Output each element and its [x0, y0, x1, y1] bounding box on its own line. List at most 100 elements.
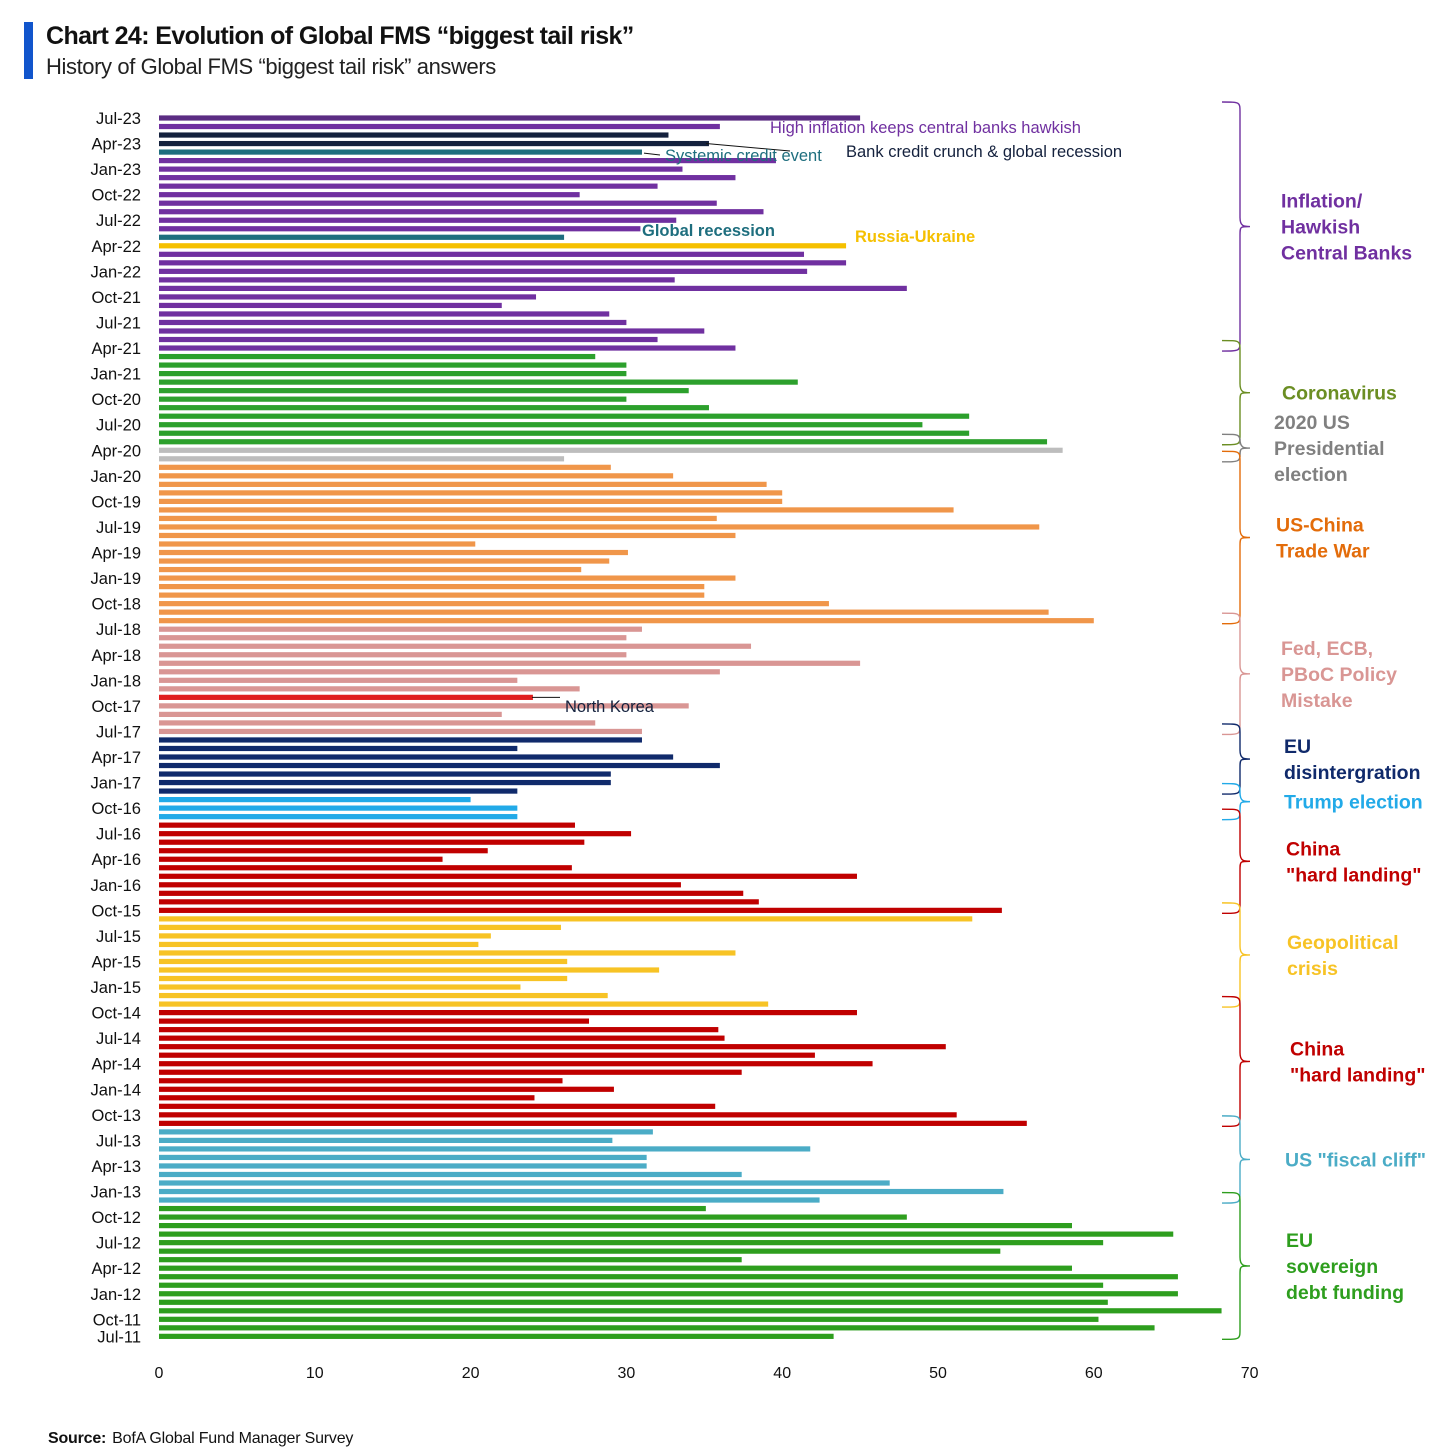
bar-nov-12 — [159, 1205, 706, 1212]
bar-aug-15 — [159, 924, 561, 930]
bar-jul-12 — [159, 1240, 1104, 1246]
bar-may-13 — [159, 1154, 647, 1161]
bar-jan-20 — [159, 473, 674, 479]
regime-brace — [1221, 995, 1251, 1128]
y-tick-label: Oct-20 — [91, 391, 141, 409]
bar-feb-23 — [159, 158, 776, 164]
y-tick-label: Apr-23 — [91, 136, 141, 154]
regime-label: China — [1290, 1038, 1344, 1060]
regime-brace — [1221, 101, 1251, 352]
x-tick-label: 50 — [929, 1365, 947, 1382]
bar-sep-15 — [159, 916, 973, 922]
bar-mar-12 — [159, 1274, 1178, 1280]
regime-label: "hard landing" — [1290, 1064, 1426, 1086]
bar-jan-15 — [159, 984, 521, 990]
regime-label: Fed, ECB, — [1281, 638, 1373, 660]
bar-aug-16 — [159, 822, 575, 828]
bar-jul-21 — [159, 319, 627, 326]
regime-brace — [1221, 808, 1251, 915]
bar-mar-14 — [159, 1069, 742, 1075]
regime-brace — [1221, 1191, 1251, 1341]
bar-oct-12 — [159, 1214, 907, 1220]
y-tick-label: Jan-18 — [91, 672, 141, 690]
annotation-leader — [643, 152, 661, 156]
y-tick-label: Oct-16 — [91, 800, 141, 818]
bar-jul-17 — [159, 728, 642, 735]
regime-brace — [1221, 433, 1251, 463]
bar-jul-18 — [159, 626, 642, 632]
bar-aug-12 — [159, 1231, 1174, 1237]
bar-may-19 — [159, 541, 476, 547]
regime-label: disintergration — [1284, 762, 1421, 784]
bar-mar-23 — [159, 149, 642, 155]
regime-label: "hard landing" — [1286, 864, 1422, 886]
bar-oct-20 — [159, 396, 627, 402]
y-tick-label: Jul-19 — [96, 519, 141, 537]
bar-feb-21 — [159, 362, 627, 368]
bar-sep-14 — [159, 1018, 590, 1024]
x-tick-label: 40 — [773, 1365, 791, 1382]
y-tick-label: Apr-14 — [91, 1056, 141, 1074]
bar-may-21 — [159, 336, 658, 343]
source-note: Source: BofA Global Fund Manager Survey — [48, 1430, 353, 1448]
y-tick-label: Oct-15 — [91, 902, 141, 920]
x-tick-label: 10 — [306, 1365, 324, 1382]
bar-jun-12 — [159, 1248, 1001, 1254]
bar-dec-11 — [159, 1299, 1108, 1305]
bar-jul-14 — [159, 1035, 725, 1041]
bar-nov-11 — [159, 1308, 1222, 1314]
bar-nov-19 — [159, 490, 783, 496]
bar-may-14 — [159, 1052, 815, 1058]
bar-oct-18 — [159, 601, 829, 607]
regime-label: crisis — [1287, 958, 1338, 980]
bar-nov-21 — [159, 285, 907, 291]
y-tick-label: Oct-21 — [91, 289, 141, 307]
regime-label: US "fiscal cliff" — [1285, 1149, 1426, 1171]
bar-jul-16 — [159, 831, 632, 837]
y-tick-label: Jul-23 — [96, 110, 141, 128]
regime-brace — [1221, 902, 1251, 1008]
regime-label: US-China — [1276, 515, 1364, 537]
y-tick-label: Apr-15 — [91, 953, 141, 971]
bar-may-16 — [159, 848, 488, 854]
bar-mar-18 — [159, 660, 861, 666]
bar-apr-18 — [159, 652, 627, 658]
bar-mar-22 — [159, 251, 805, 257]
y-tick-label: Jan-21 — [91, 366, 141, 384]
regime-label: 2020 US — [1274, 412, 1350, 434]
annotation-label: Global recession — [642, 222, 775, 240]
bar-jan-18 — [159, 677, 518, 683]
regime-label: sovereign — [1286, 1256, 1378, 1278]
bar-jan-22 — [159, 268, 808, 274]
bar-nov-13 — [159, 1103, 716, 1109]
bar-jul-11 — [159, 1333, 834, 1339]
bar-dec-13 — [159, 1095, 535, 1101]
bar-dec-21 — [159, 277, 675, 283]
bar-sep-21 — [159, 302, 502, 309]
y-tick-label: Oct-11 — [93, 1311, 141, 1329]
bar-aug-17 — [159, 720, 596, 726]
bar-sep-18 — [159, 609, 1049, 615]
bar-dec-16 — [159, 788, 518, 794]
bar-sep-11 — [159, 1325, 1155, 1331]
bar-feb-15 — [159, 975, 568, 982]
regime-brace — [1221, 1115, 1251, 1204]
bar-sep-16 — [159, 814, 518, 820]
bar-nov-16 — [159, 797, 471, 803]
bar-mar-16 — [159, 865, 572, 871]
bar-aug-19 — [159, 515, 717, 522]
bar-jul-13 — [159, 1137, 613, 1143]
source-text: BofA Global Fund Manager Survey — [112, 1430, 354, 1447]
x-tick-label: 20 — [462, 1365, 480, 1382]
bar-apr-14 — [159, 1061, 873, 1067]
bar-feb-19 — [159, 566, 582, 573]
bar-mar-15 — [159, 967, 660, 973]
y-tick-label: Apr-12 — [91, 1260, 141, 1278]
y-tick-label: Apr-16 — [91, 851, 141, 869]
bar-may-20 — [159, 439, 1048, 445]
bar-jun-23 — [159, 123, 720, 130]
bar-jul-22 — [159, 217, 677, 223]
y-tick-label: Oct-19 — [91, 493, 141, 511]
bar-aug-21 — [159, 311, 610, 317]
bar-aug-13 — [159, 1129, 653, 1135]
